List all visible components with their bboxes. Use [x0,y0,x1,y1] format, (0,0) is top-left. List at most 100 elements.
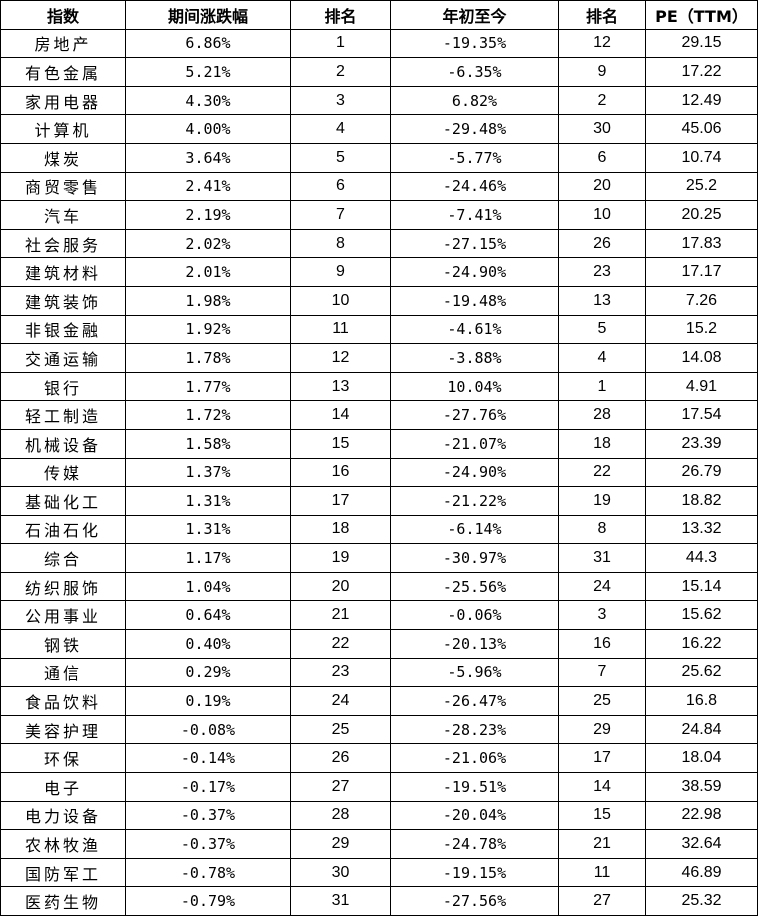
table-row: 非银金融 1.92% 11 -4.61% 5 15.2 [0,314,758,345]
period-change-cell: 4.30% [125,85,291,116]
index-name-cell: 公用事业 [0,600,126,631]
table-row: 电力设备 -0.37% 28 -20.04% 15 22.98 [0,800,758,831]
period-change-cell: 2.02% [125,228,291,259]
table-row: 公用事业 0.64% 21 -0.06% 3 15.62 [0,600,758,631]
table-row: 美容护理 -0.08% 25 -28.23% 29 24.84 [0,714,758,745]
table-row: 综合 1.17% 19 -30.97% 31 44.3 [0,543,758,573]
index-name-cell: 商贸零售 [0,171,126,202]
index-name-cell: 国防军工 [0,857,126,888]
period-rank-cell: 6 [290,171,391,202]
pe-ttm-cell: 10.74 [645,142,758,173]
period-change-cell: -0.14% [125,743,291,774]
ytd-change-cell: -6.35% [390,57,559,87]
ytd-change-cell: -30.97% [390,543,559,573]
ytd-change-cell: -25.56% [390,571,559,602]
index-name-cell: 家用电器 [0,85,126,116]
pe-ttm-cell: 4.91 [645,371,758,402]
period-change-cell: -0.37% [125,829,291,859]
period-change-cell: 1.31% [125,486,291,516]
pe-ttm-cell: 25.62 [645,657,758,688]
period-rank-cell: 18 [290,514,391,545]
period-rank-cell: 9 [290,257,391,287]
index-name-cell: 石油石化 [0,514,126,545]
ytd-change-cell: -19.35% [390,28,559,59]
table-row: 银行 1.77% 13 10.04% 1 4.91 [0,371,758,402]
header-period-change: 期间涨跌幅 [125,0,291,30]
period-rank-cell: 15 [290,428,391,459]
ytd-rank-cell: 29 [558,714,646,745]
period-change-cell: 0.29% [125,657,291,688]
period-change-cell: 1.92% [125,314,291,345]
table-row: 国防军工 -0.78% 30 -19.15% 11 46.89 [0,857,758,888]
ytd-change-cell: -6.14% [390,514,559,545]
period-rank-cell: 5 [290,142,391,173]
ytd-rank-cell: 24 [558,571,646,602]
header-period-rank: 排名 [290,0,391,30]
period-rank-cell: 12 [290,343,391,373]
period-change-cell: 1.17% [125,543,291,573]
pe-ttm-cell: 14.08 [645,343,758,373]
period-rank-cell: 16 [290,457,391,488]
index-name-cell: 社会服务 [0,228,126,259]
table-row: 机械设备 1.58% 15 -21.07% 18 23.39 [0,428,758,459]
header-ytd-rank: 排名 [558,0,646,30]
pe-ttm-cell: 15.62 [645,600,758,631]
pe-ttm-cell: 16.22 [645,629,758,659]
ytd-rank-cell: 30 [558,114,646,144]
index-name-cell: 银行 [0,371,126,402]
table-row: 建筑装饰 1.98% 10 -19.48% 13 7.26 [0,285,758,316]
pe-ttm-cell: 7.26 [645,285,758,316]
ytd-rank-cell: 25 [558,686,646,716]
ytd-rank-cell: 15 [558,800,646,831]
period-change-cell: 2.19% [125,200,291,230]
pe-ttm-cell: 17.17 [645,257,758,287]
ytd-change-cell: -19.51% [390,772,559,802]
pe-ttm-cell: 38.59 [645,772,758,802]
index-name-cell: 农林牧渔 [0,829,126,859]
index-name-cell: 环保 [0,743,126,774]
ytd-change-cell: -3.88% [390,343,559,373]
ytd-change-cell: -27.56% [390,886,559,916]
period-rank-cell: 19 [290,543,391,573]
ytd-rank-cell: 31 [558,543,646,573]
ytd-rank-cell: 27 [558,886,646,916]
header-pe-ttm: PE（TTM） [645,0,758,30]
ytd-rank-cell: 28 [558,400,646,430]
period-change-cell: 5.21% [125,57,291,87]
period-change-cell: 1.37% [125,457,291,488]
ytd-rank-cell: 17 [558,743,646,774]
period-change-cell: 1.04% [125,571,291,602]
period-rank-cell: 4 [290,114,391,144]
ytd-change-cell: -26.47% [390,686,559,716]
pe-ttm-cell: 25.32 [645,886,758,916]
period-change-cell: 1.78% [125,343,291,373]
period-rank-cell: 3 [290,85,391,116]
ytd-change-cell: -4.61% [390,314,559,345]
period-rank-cell: 28 [290,800,391,831]
ytd-change-cell: -27.15% [390,228,559,259]
period-rank-cell: 29 [290,829,391,859]
index-name-cell: 非银金融 [0,314,126,345]
index-name-cell: 建筑装饰 [0,285,126,316]
ytd-change-cell: -21.06% [390,743,559,774]
index-name-cell: 煤炭 [0,142,126,173]
pe-ttm-cell: 12.49 [645,85,758,116]
ytd-rank-cell: 18 [558,428,646,459]
index-name-cell: 基础化工 [0,486,126,516]
ytd-rank-cell: 21 [558,829,646,859]
ytd-change-cell: -7.41% [390,200,559,230]
index-name-cell: 钢铁 [0,629,126,659]
table-row: 农林牧渔 -0.37% 29 -24.78% 21 32.64 [0,829,758,859]
table-row: 社会服务 2.02% 8 -27.15% 26 17.83 [0,228,758,259]
ytd-change-cell: -0.06% [390,600,559,631]
pe-ttm-cell: 26.79 [645,457,758,488]
table-row: 基础化工 1.31% 17 -21.22% 19 18.82 [0,486,758,516]
ytd-change-cell: -24.90% [390,457,559,488]
period-change-cell: 0.19% [125,686,291,716]
ytd-change-cell: -5.77% [390,142,559,173]
pe-ttm-cell: 45.06 [645,114,758,144]
ytd-change-cell: -24.46% [390,171,559,202]
pe-ttm-cell: 15.2 [645,314,758,345]
table-row: 石油石化 1.31% 18 -6.14% 8 13.32 [0,514,758,545]
